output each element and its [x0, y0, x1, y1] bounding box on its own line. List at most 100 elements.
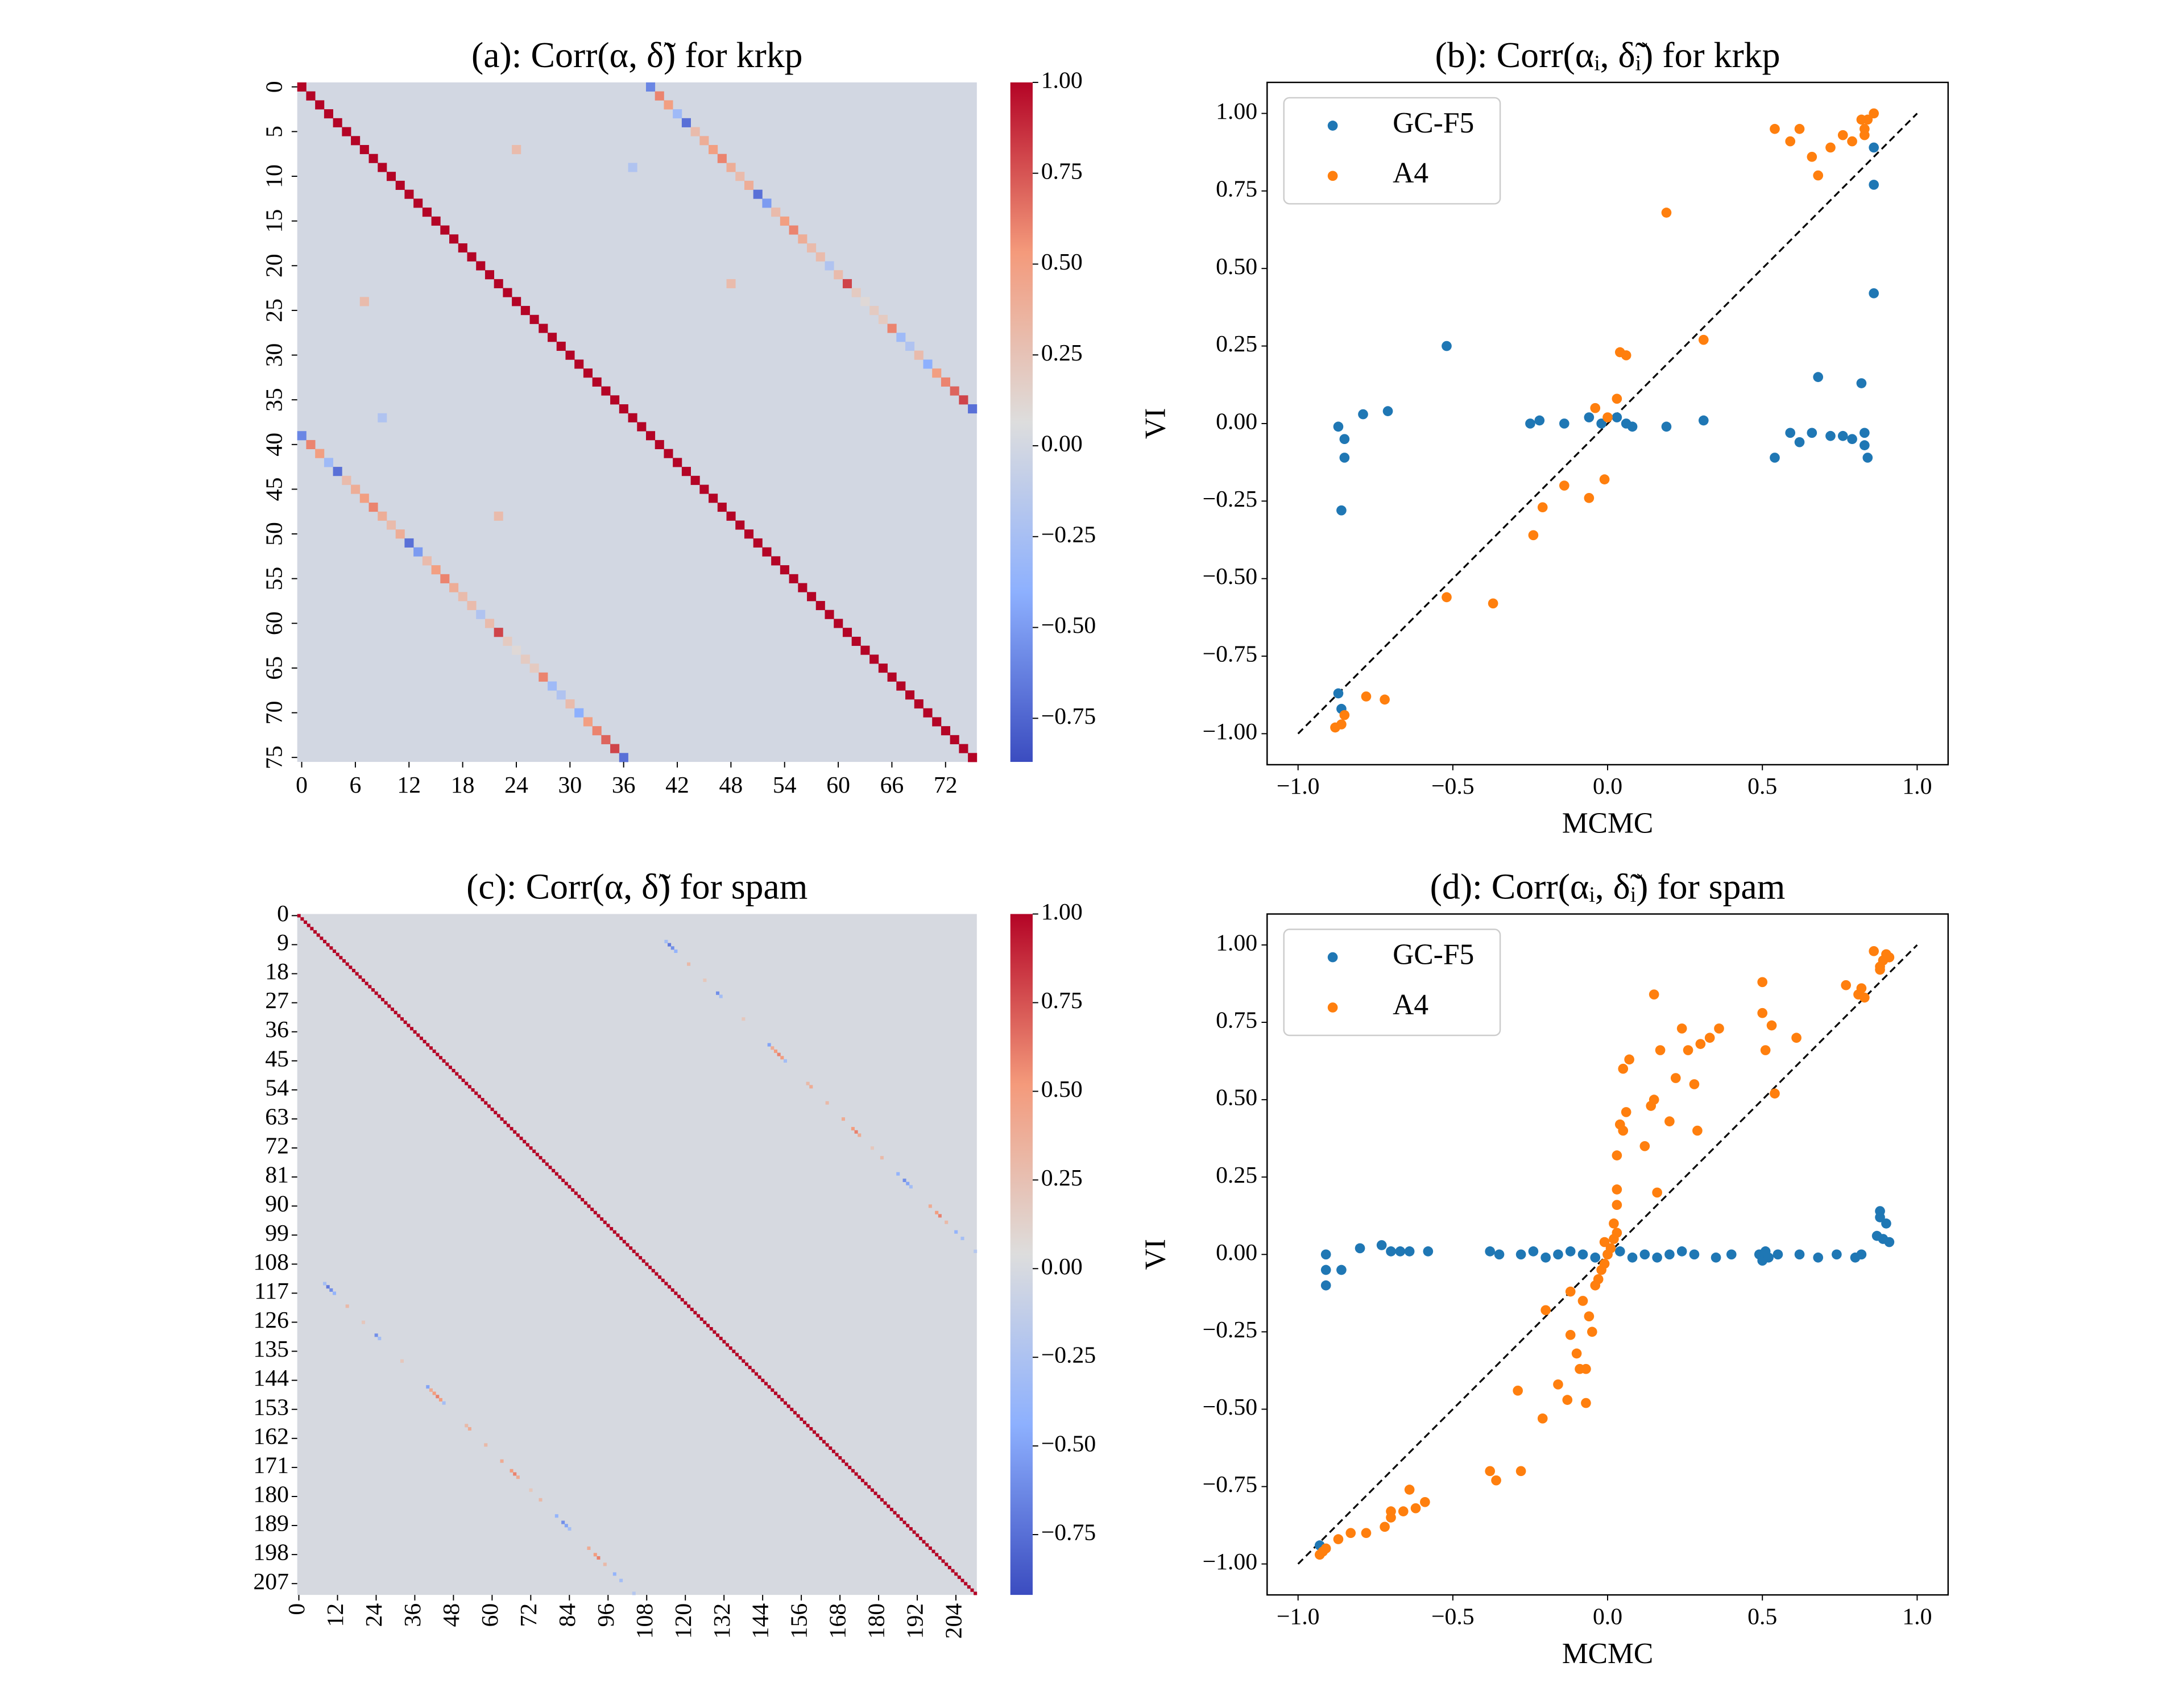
heatmap-cell [854, 1472, 858, 1476]
heatmap-cell [629, 1246, 633, 1250]
y-tick-label: 9 [277, 930, 289, 956]
x-tick-label: 12 [322, 1603, 349, 1627]
y-tick-label: 30 [261, 343, 287, 367]
data-point [1621, 1107, 1631, 1117]
data-point [1602, 412, 1613, 422]
legend-marker [1327, 952, 1338, 963]
heatmap-cell [974, 1591, 978, 1595]
heatmap-cell [467, 1427, 471, 1431]
heatmap-cell [610, 744, 620, 753]
heatmap-cell [484, 1101, 488, 1105]
x-tick-label: 108 [632, 1603, 658, 1639]
heatmap-cell [315, 449, 325, 458]
heatmap-cell [771, 556, 781, 566]
heatmap-cell [812, 1430, 816, 1434]
heatmap-cell [777, 1395, 781, 1399]
data-point [1794, 437, 1805, 447]
heatmap-cell [815, 1433, 819, 1437]
heatmap-cell [974, 1249, 978, 1253]
heatmap-cell [484, 270, 495, 280]
data-point [1485, 1466, 1496, 1477]
legend-label: GC-F5 [1393, 107, 1474, 139]
heatmap-cell [333, 1291, 337, 1295]
data-point [1537, 1413, 1548, 1424]
heatmap-cell [606, 1224, 610, 1228]
x-tick-label: −0.5 [1431, 1603, 1475, 1630]
heatmap-cell [635, 1253, 639, 1257]
heatmap-cell [709, 1327, 713, 1331]
x-tick-label: 24 [504, 772, 528, 798]
heatmap-cell [717, 503, 727, 512]
data-point [1339, 453, 1350, 463]
heatmap-cell [574, 1191, 578, 1195]
data-point [1770, 453, 1780, 463]
data-point [1791, 1033, 1802, 1043]
heatmap-cell [612, 1230, 616, 1234]
y-tick-label: 99 [265, 1220, 289, 1246]
heatmap-cell [600, 1217, 604, 1221]
heatmap-cell [523, 1139, 527, 1143]
heatmap-cell [333, 949, 337, 953]
heatmap-cell [677, 1295, 681, 1299]
y-tick-label: −0.25 [1203, 486, 1258, 512]
heatmap-cell [297, 914, 301, 918]
heatmap-cell [510, 1469, 513, 1473]
y-tick-label: 60 [261, 611, 287, 635]
heatmap-cell [436, 1052, 440, 1056]
colorbar-tick-label: −0.50 [1041, 1431, 1096, 1457]
heatmap-cell [310, 927, 314, 931]
heatmap-cell [561, 1178, 565, 1182]
data-point [1404, 1246, 1415, 1257]
heatmap-cell [909, 1527, 913, 1531]
heatmap-cell [422, 556, 432, 566]
data-point [1773, 1249, 1783, 1260]
heatmap-cell [380, 998, 385, 1002]
heatmap-cell [699, 484, 709, 494]
data-point [1627, 421, 1638, 432]
heatmap-cell [513, 1472, 517, 1476]
heatmap-cell [413, 547, 423, 557]
heatmap-cell [970, 1588, 974, 1592]
heatmap-cell [440, 574, 450, 583]
heatmap-cell [735, 172, 745, 181]
heatmap-cell [326, 943, 330, 947]
heatmap-cell [429, 1388, 433, 1392]
heatmap-cell [320, 936, 324, 940]
data-point [1862, 114, 1873, 125]
heatmap-cell [822, 1440, 826, 1444]
legend [1283, 928, 1501, 1037]
heatmap-cell [496, 1114, 500, 1118]
heatmap-cell [494, 1110, 498, 1114]
heatmap-cell [503, 288, 512, 297]
heatmap-cell [520, 654, 530, 664]
data-point [1333, 688, 1344, 699]
data-point [1537, 502, 1548, 513]
heatmap-cell [668, 1285, 672, 1289]
heatmap-cell [815, 600, 825, 611]
colorbar-tick-label: −0.75 [1041, 703, 1096, 729]
heatmap-cell [342, 959, 346, 963]
heatmap-cell [619, 1578, 623, 1582]
heatmap-cell [959, 395, 968, 405]
x-tick-label: −1.0 [1277, 1603, 1320, 1630]
data-point [1553, 1379, 1563, 1390]
heatmap-cell [333, 118, 342, 127]
plot-frame [1266, 913, 1949, 1596]
heatmap-cell [722, 1340, 726, 1344]
x-tick-label: 72 [516, 1603, 542, 1627]
heatmap-cell [914, 699, 924, 709]
x-tick-label: 168 [825, 1603, 851, 1639]
heatmap-cell [628, 163, 637, 172]
data-point [1770, 123, 1780, 134]
heatmap-cell [783, 1059, 788, 1063]
y-tick-label: 54 [265, 1075, 289, 1101]
y-tick-label: 0.25 [1216, 1162, 1257, 1188]
heatmap-cell [465, 1081, 469, 1085]
data-point [1398, 1506, 1409, 1516]
heatmap-cell [539, 324, 548, 333]
heatmap-cell [358, 975, 362, 979]
x-tick-label: 0.0 [1593, 1603, 1622, 1630]
y-tick-label: 0.00 [1216, 409, 1257, 435]
heatmap-cell [726, 511, 736, 521]
heatmap-cell [619, 1237, 623, 1241]
